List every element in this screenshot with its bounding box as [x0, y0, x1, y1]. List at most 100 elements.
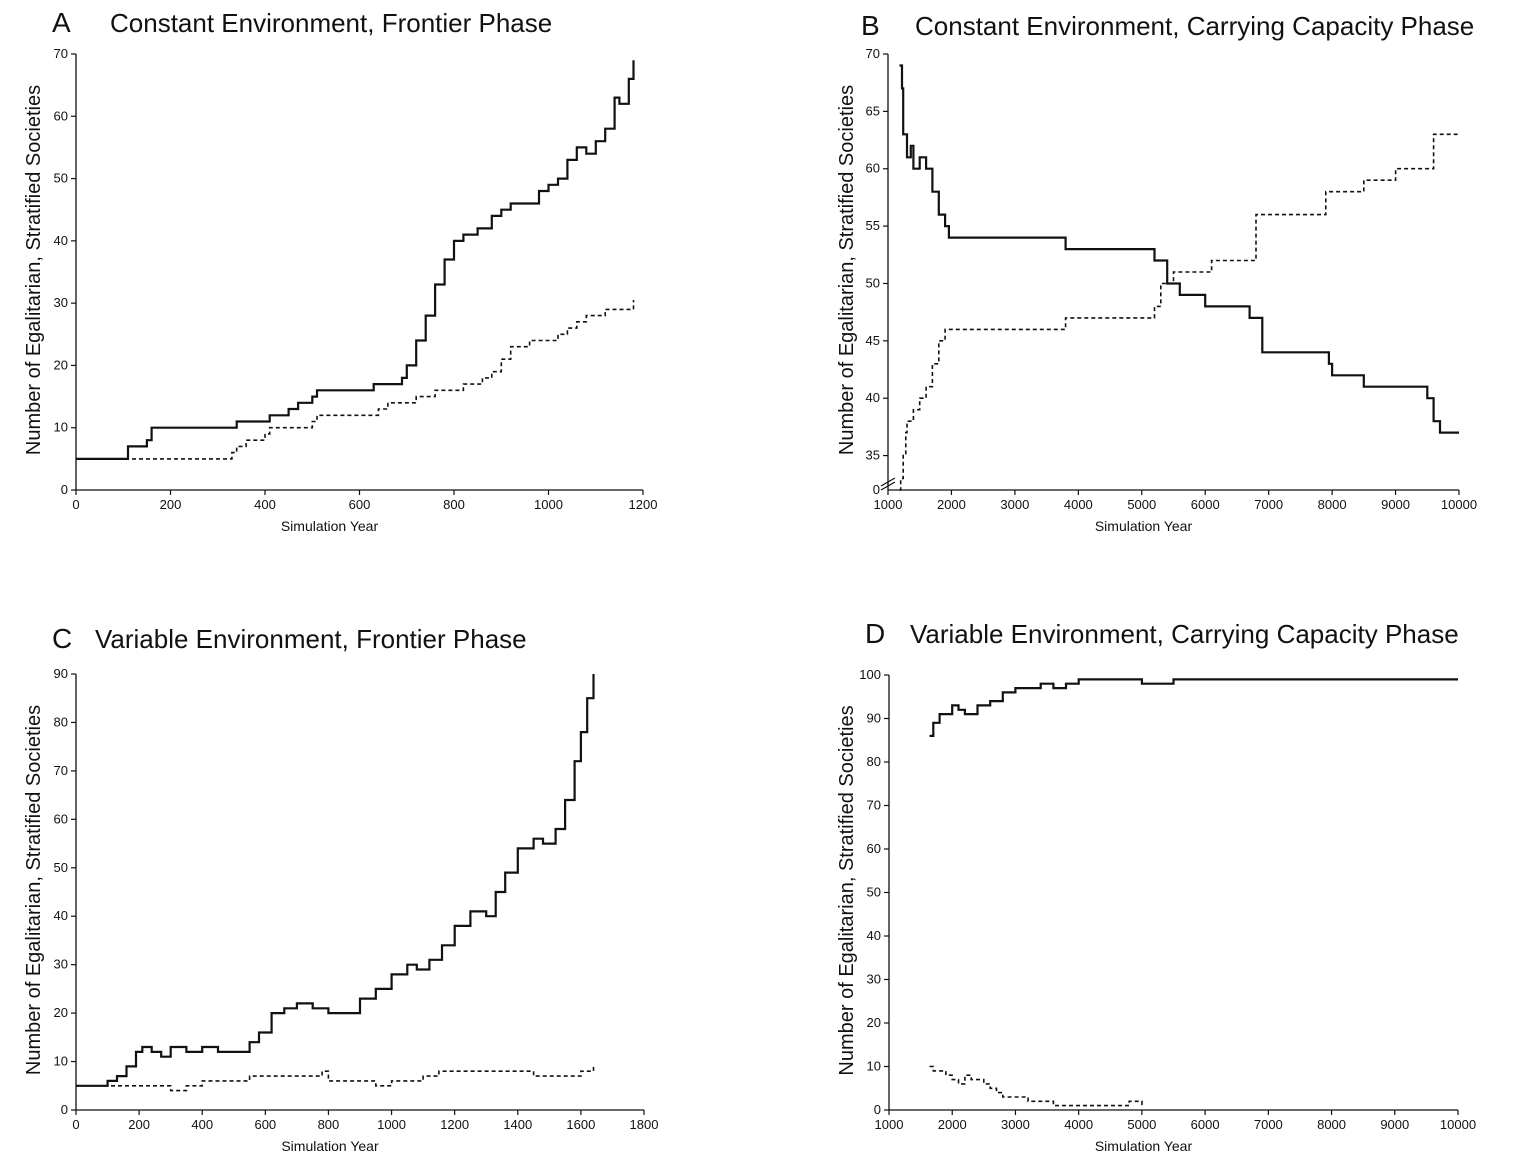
x-tick-label-d: 4000 — [1064, 1117, 1093, 1132]
x-tick-label-d: 5000 — [1127, 1117, 1156, 1132]
y-tick-label-c: 90 — [54, 666, 68, 681]
y-tick-label-b: 35 — [866, 448, 880, 463]
y-tick-label-d: 10 — [867, 1059, 881, 1074]
x-axis-label-d: Simulation Year — [1095, 1138, 1193, 1154]
x-tick-label-a: 1000 — [534, 497, 563, 512]
series-solid-line-a — [76, 60, 635, 460]
x-tick-label-b: 7000 — [1254, 497, 1283, 512]
y-tick-label-c: 40 — [54, 908, 68, 923]
panel-a: A Constant Environment, Frontier Phase 0 20… — [0, 0, 769, 584]
x-tick-label-d: 9000 — [1380, 1117, 1409, 1132]
x-tick-label-b: 8000 — [1318, 497, 1347, 512]
x-tick-label-b: 9000 — [1381, 497, 1410, 512]
y-tick-label-d: 100 — [859, 667, 881, 682]
x-axis-label-c: Simulation Year — [281, 1138, 379, 1154]
x-tick-label-c: 1200 — [440, 1117, 469, 1132]
y-tick-label-b: 45 — [866, 333, 880, 348]
x-tick-label-b: 4000 — [1064, 497, 1093, 512]
x-tick-label-b: 10000 — [1441, 497, 1477, 512]
panel-letter-d: D — [865, 618, 885, 649]
x-tick-label-d: 1000 — [875, 1117, 904, 1132]
y-tick-label-b: 60 — [866, 161, 880, 176]
chart-c: C Variable Environment, Frontier Phase 0 20… — [23, 623, 659, 1154]
x-axis-label-b: Simulation Year — [1095, 518, 1193, 534]
y-tick-label-c: 60 — [54, 811, 68, 826]
y-tick-label-c: 70 — [54, 763, 68, 778]
series-solid-line-c — [76, 674, 595, 1087]
chart-d: D Variable Environment, Carrying Capacity… — [836, 618, 1476, 1154]
y-axis-label-c: Number of Egalitarian, Stratified Societ… — [23, 705, 45, 1075]
y-tick-label-d: 70 — [867, 798, 881, 813]
y-tick-label-c: 10 — [54, 1054, 68, 1069]
y-tick-label-a: 20 — [54, 357, 68, 372]
y-axis-label-b: Number of Egalitarian, Stratified Societ… — [836, 85, 858, 455]
y-tick-label-a: 60 — [54, 108, 68, 123]
x-tick-label-c: 1400 — [503, 1117, 532, 1132]
panel-b: B Constant Environment, Carrying Capacity… — [769, 0, 1538, 584]
y-axis-break-label-b: 0 — [873, 482, 880, 497]
series-dashed-line-c — [76, 1064, 595, 1092]
panel-letter-a: A — [52, 7, 71, 38]
chart-title-b: Constant Environment, Carrying Capacity … — [915, 11, 1474, 41]
x-tick-label-c: 1600 — [566, 1117, 595, 1132]
x-tick-label-a: 0 — [72, 497, 79, 512]
panel-letter-c: C — [52, 623, 72, 654]
y-tick-label-b: 70 — [866, 46, 880, 61]
x-tick-label-a: 400 — [254, 497, 276, 512]
x-tick-label-d: 2000 — [938, 1117, 967, 1132]
x-tick-label-c: 0 — [72, 1117, 79, 1132]
y-tick-label-b: 65 — [866, 103, 880, 118]
x-tick-label-a: 1200 — [629, 497, 658, 512]
x-tick-label-d: 6000 — [1191, 1117, 1220, 1132]
series-dashed-line-b — [899, 133, 1459, 491]
y-tick-label-a: 30 — [54, 295, 68, 310]
y-tick-label-a: 50 — [54, 171, 68, 186]
y-axis-label-a: Number of Egalitarian, Stratified Societ… — [23, 85, 45, 455]
y-tick-label-b: 40 — [866, 390, 880, 405]
y-tick-label-a: 0 — [61, 482, 68, 497]
x-tick-label-c: 1000 — [377, 1117, 406, 1132]
y-tick-label-a: 10 — [54, 420, 68, 435]
x-tick-label-c: 200 — [128, 1117, 150, 1132]
y-tick-label-c: 80 — [54, 714, 68, 729]
x-tick-label-a: 200 — [160, 497, 182, 512]
x-tick-label-a: 800 — [443, 497, 465, 512]
series-solid-line-b — [899, 64, 1459, 434]
series-solid-line-d — [929, 678, 1458, 737]
x-tick-label-b: 5000 — [1127, 497, 1156, 512]
series-dashed-line-a — [76, 300, 635, 460]
panel-d: D Variable Environment, Carrying Capacity… — [769, 584, 1538, 1168]
x-tick-label-b: 1000 — [874, 497, 903, 512]
chart-b: B Constant Environment, Carrying Capacity… — [836, 10, 1477, 534]
y-tick-label-d: 50 — [867, 885, 881, 900]
x-tick-label-d: 10000 — [1440, 1117, 1476, 1132]
x-axis-label-a: Simulation Year — [281, 518, 379, 534]
y-tick-label-d: 30 — [867, 972, 881, 987]
x-tick-label-b: 6000 — [1191, 497, 1220, 512]
chart-title-d: Variable Environment, Carrying Capacity … — [910, 619, 1459, 649]
chart-title-c: Variable Environment, Frontier Phase — [95, 624, 527, 654]
x-tick-label-c: 1800 — [630, 1117, 659, 1132]
chart-a: A Constant Environment, Frontier Phase 0 20… — [23, 7, 658, 534]
y-tick-label-d: 0 — [874, 1102, 881, 1117]
y-tick-label-a: 40 — [54, 233, 68, 248]
x-tick-label-d: 3000 — [1001, 1117, 1030, 1132]
y-tick-label-c: 0 — [61, 1102, 68, 1117]
y-tick-label-d: 40 — [867, 928, 881, 943]
x-tick-label-d: 7000 — [1254, 1117, 1283, 1132]
y-tick-label-c: 20 — [54, 1005, 68, 1020]
y-tick-label-d: 60 — [867, 841, 881, 856]
panel-letter-b: B — [861, 10, 880, 41]
chart-title-a: Constant Environment, Frontier Phase — [110, 8, 552, 38]
y-tick-label-c: 50 — [54, 860, 68, 875]
y-tick-label-d: 20 — [867, 1015, 881, 1030]
y-tick-label-a: 70 — [54, 46, 68, 61]
y-tick-label-c: 30 — [54, 957, 68, 972]
x-tick-label-d: 8000 — [1317, 1117, 1346, 1132]
y-tick-label-d: 90 — [867, 711, 881, 726]
x-tick-label-c: 400 — [191, 1117, 213, 1132]
series-dashed-line-d — [929, 1065, 1143, 1107]
x-tick-label-b: 2000 — [937, 497, 966, 512]
y-tick-label-b: 50 — [866, 275, 880, 290]
panel-c: C Variable Environment, Frontier Phase 0 20… — [0, 584, 769, 1168]
